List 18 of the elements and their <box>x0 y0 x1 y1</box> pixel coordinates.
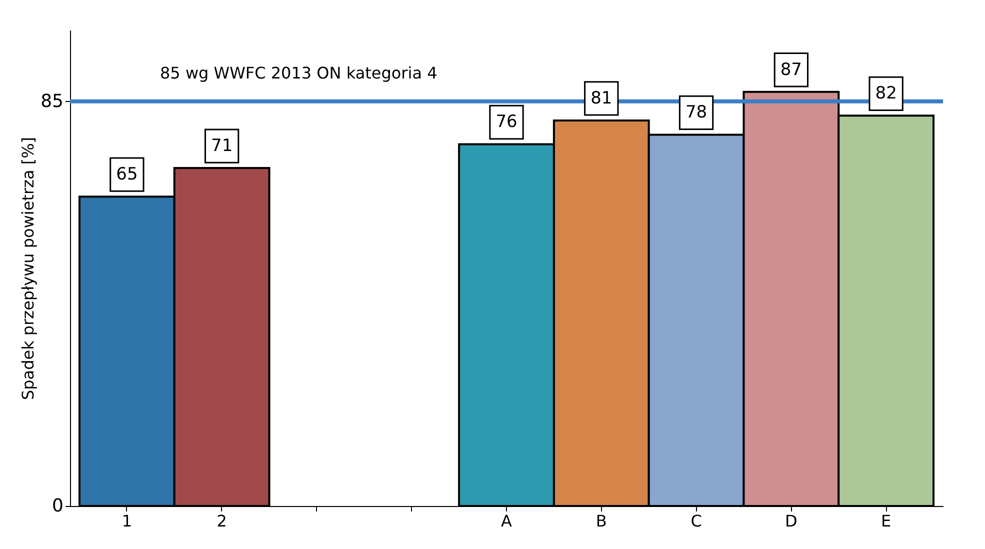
x-tick-label: D <box>785 512 798 530</box>
data-label: 87 <box>780 60 802 80</box>
x-tick-label: A <box>501 512 512 530</box>
x-tick-label: 2 <box>216 512 227 530</box>
data-label: 76 <box>496 112 518 132</box>
x-tick-label: B <box>596 512 607 530</box>
ref-line-label: 85 wg WWFC 2013 ON kategoria 4 <box>160 63 438 82</box>
data-label: 65 <box>116 164 138 185</box>
data-label: 78 <box>685 102 708 123</box>
x-tick-label: C <box>690 512 702 530</box>
y-axis-title: Spadek przepływu powietrza [%] <box>18 136 38 400</box>
x-tick-label: E <box>881 512 892 530</box>
data-label: 82 <box>875 84 897 104</box>
y-tick-label: 85 <box>40 90 64 112</box>
data-label: 81 <box>590 88 612 108</box>
y-tick-label: 0 <box>52 496 64 516</box>
data-label: 71 <box>211 136 233 156</box>
x-tick-label: 1 <box>122 512 132 530</box>
